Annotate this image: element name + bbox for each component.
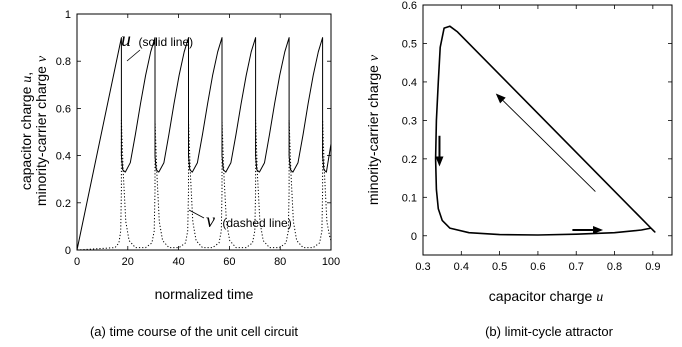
y-tick-label: 0.5 (402, 38, 417, 50)
y-tick-label: 0.6 (56, 103, 71, 115)
x-tick-label: 0.6 (530, 261, 545, 273)
arrow-shaft (502, 100, 596, 192)
x-tick-label: 20 (122, 256, 134, 268)
panel-a-annotation-u: u (solid line) (121, 29, 193, 51)
y-tick-label: 0.2 (56, 198, 71, 210)
y-tick-label: 0 (65, 245, 71, 257)
y-tick-label: 0.8 (56, 56, 71, 68)
panel-a-plot-frame (76, 13, 332, 251)
panel-a-ylabel-line1: capacitor charge u, (18, 72, 35, 190)
panel-a-ticks: 0 20 40 60 80 100 0 0.2 0.4 0.6 0.8 1 (56, 9, 340, 268)
x-tick-label: 60 (223, 256, 235, 268)
y-tick-label: 0.1 (402, 192, 417, 204)
y-tick-label: 0.4 (56, 151, 71, 163)
panel-b-xlabel: capacitor charge u (489, 288, 603, 305)
panel-a-annotation-v: v (dashed line) (206, 210, 292, 232)
series-solid-line (434, 25, 656, 236)
panel-a-annotation-u-leader (126, 49, 141, 62)
x-tick-label: 80 (274, 256, 286, 268)
panel-a-ylabel-line2: minority-carrier charge v (33, 55, 50, 206)
arrow-head (435, 156, 444, 167)
y-tick-label: 0 (411, 231, 417, 243)
x-tick-label: 0.5 (492, 261, 507, 273)
y-tick-label: 0.6 (402, 0, 417, 12)
y-tick-label: 0.3 (402, 115, 417, 127)
x-tick-label: 0.9 (645, 261, 660, 273)
x-tick-label: 40 (172, 256, 184, 268)
arrow-head (593, 226, 604, 234)
panel-b-plot-frame (422, 4, 673, 256)
y-tick-label: 0.4 (402, 77, 417, 89)
x-tick-label: 0.8 (607, 261, 622, 273)
x-tick-label: 100 (322, 256, 340, 268)
panel-a-xlabel: normalized time (155, 286, 254, 302)
panel-b-series (434, 25, 656, 236)
panel-a-annotation-v-leader (188, 209, 205, 219)
arrow-head (495, 93, 506, 104)
panel-a-time-course: 0 20 40 60 80 100 0 0.2 0.4 0.6 0.8 1 u (solid line… (18, 9, 340, 339)
series-solid-line (76, 37, 332, 251)
panel-b-ylabel: minority-carrier charge v (365, 54, 382, 205)
y-tick-label: 1 (65, 9, 71, 21)
panel-b-limit-cycle: 0.3 0.4 0.5 0.6 0.7 0.8 0.9 0 0.1 0.2 0.3 0.4 0.5 0.6… (365, 0, 673, 339)
panel-a-caption: (a) time course of the unit cell circuit (90, 324, 298, 339)
direction-arrow (495, 93, 596, 192)
series-dotted-line (76, 119, 332, 251)
y-tick-label: 0.2 (402, 154, 417, 166)
x-tick-label: 0.3 (415, 261, 430, 273)
x-tick-label: 0 (74, 256, 80, 268)
direction-arrow (435, 135, 444, 167)
panel-b-arrows (435, 93, 604, 234)
panel-a-series (76, 37, 332, 251)
x-tick-label: 0.4 (454, 261, 469, 273)
direction-arrow (572, 226, 604, 234)
panel-b-ticks: 0.3 0.4 0.5 0.6 0.7 0.8 0.9 0 0.1 0.2 0.3 0.4 0.5 0.6 (402, 0, 672, 273)
x-tick-label: 0.7 (569, 261, 584, 273)
panel-b-caption: (b) limit-cycle attractor (485, 324, 614, 339)
